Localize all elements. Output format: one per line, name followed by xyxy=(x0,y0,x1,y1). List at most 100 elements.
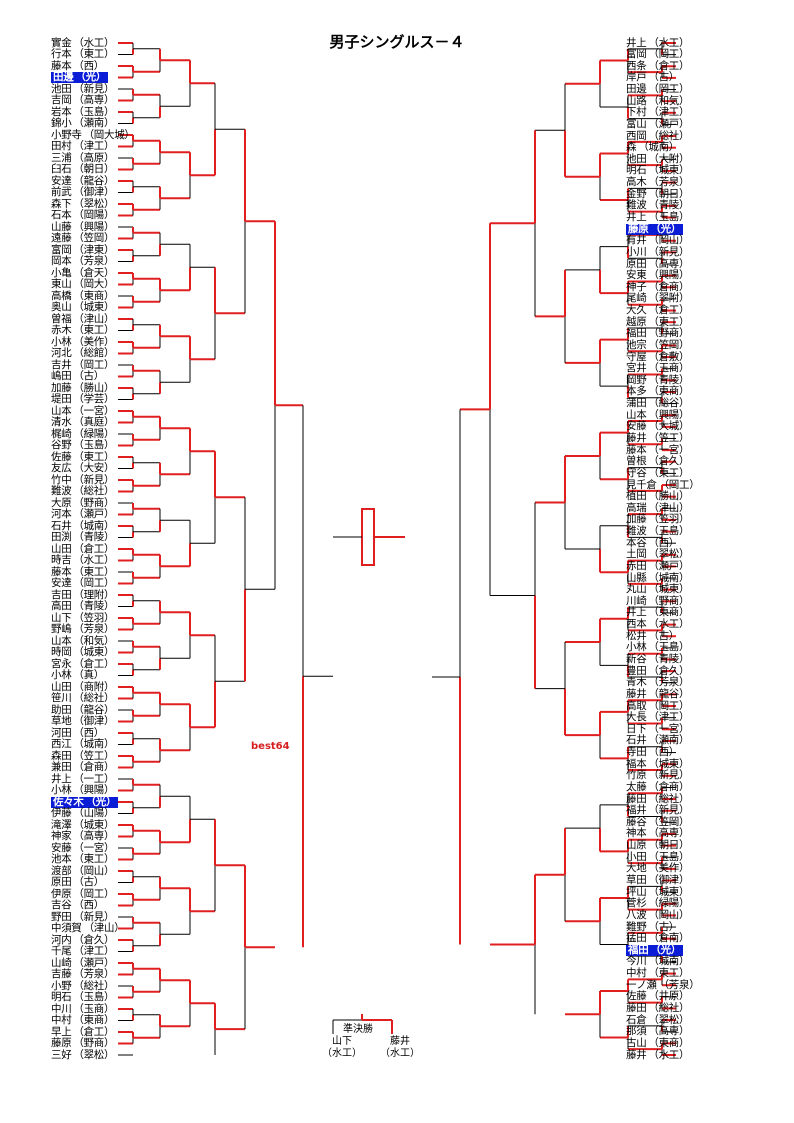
player-school: （東商） xyxy=(648,1036,690,1049)
left-player-label: 錦小 （瀬南） xyxy=(51,117,115,129)
player-name: 大長 xyxy=(626,711,647,724)
player-school: （新見） xyxy=(73,910,115,923)
right-player-label: 西岡 （総社） xyxy=(626,130,690,142)
player-school: （芳泉） xyxy=(73,968,115,980)
player-school: （御津） xyxy=(73,715,115,727)
player-name: 田邊 xyxy=(53,71,74,83)
player-school: （一宮） xyxy=(648,722,690,735)
player-name: 高瑞 xyxy=(626,501,647,514)
page-title: 男子シングルス－４ xyxy=(329,33,465,51)
right-player-label: 本谷 （西） xyxy=(626,537,679,549)
player-school: （一工） xyxy=(73,772,115,785)
player-name: 實金 xyxy=(51,36,72,49)
left-player-label: 東山 （岡大） xyxy=(51,279,115,290)
player-name: 曽福 xyxy=(51,312,72,325)
player-school: （岡工） xyxy=(648,83,690,96)
player-school: （青陵） xyxy=(73,531,115,543)
player-school: （光） xyxy=(85,795,117,808)
player-school: （玉島） xyxy=(73,105,115,118)
right-player-label: 大長 （津工） xyxy=(626,711,690,724)
right-player-label: 石倉 （翠松） xyxy=(626,1014,690,1026)
left-player-label: 吉田 （理附） xyxy=(51,589,115,601)
player-name: 行本 xyxy=(51,48,72,60)
right-player-label: 那須 （高専） xyxy=(626,1026,690,1037)
left-player-label: 三浦 （高原） xyxy=(51,152,115,164)
player-school: （青陵） xyxy=(648,653,690,665)
player-school: （笠工） xyxy=(648,431,690,444)
player-school: （瀬戸） xyxy=(73,508,115,520)
player-school: （倉工） xyxy=(73,1025,115,1038)
right-player-label: 太藤 （倉商） xyxy=(626,781,690,793)
player-school: （野商） xyxy=(73,496,115,509)
player-name: 草地 xyxy=(51,715,72,727)
player-school: （芳泉） xyxy=(73,623,115,635)
player-name: 伊原 xyxy=(51,887,72,900)
player-name: 清水 xyxy=(51,416,72,428)
player-school: （野商） xyxy=(648,327,690,340)
player-name: 中川 xyxy=(51,1002,72,1015)
player-school: （翠松） xyxy=(648,548,690,561)
player-name: 有井 xyxy=(626,234,647,247)
right-player-label: 今川 （城南） xyxy=(626,955,690,968)
player-name: 宮井 xyxy=(626,362,647,375)
player-school: （古） xyxy=(648,920,680,933)
player-name: 草田 xyxy=(626,874,647,887)
player-name: 藤井 xyxy=(626,431,647,444)
player-name: 前武 xyxy=(51,186,72,198)
player-name: 山下 xyxy=(51,611,72,624)
player-school: （水工） xyxy=(648,618,690,631)
player-school: （瀬戸） xyxy=(648,117,690,130)
player-school: （興陽） xyxy=(648,269,690,282)
left-player-label: 高田 （青陵） xyxy=(51,601,115,612)
player-school: （芳泉） xyxy=(73,255,115,267)
player-name: 小林 xyxy=(51,669,72,681)
player-school: （真庭） xyxy=(73,416,115,428)
player-school: （青陵） xyxy=(648,199,690,212)
player-name: 寺田 xyxy=(626,746,647,759)
right-player-label: 小川 （新見） xyxy=(626,246,690,258)
player-name: 佐藤 xyxy=(626,990,647,1003)
right-player-label: 藤本 （一宮） xyxy=(626,444,690,456)
player-school: （美作） xyxy=(73,335,115,348)
player-name: 菅杉 xyxy=(626,897,647,910)
player-school: （瀬南） xyxy=(73,117,115,129)
left-player-label: 前武 （御津） xyxy=(51,186,115,198)
player-school: （水工） xyxy=(73,554,115,566)
player-school: （城東） xyxy=(648,885,690,898)
left-player-label: 明石 （玉島） xyxy=(51,992,115,1003)
right-player-label: 西条 （倉工） xyxy=(626,60,690,72)
player-name: 藤原 xyxy=(51,1037,72,1049)
player-school: （総館） xyxy=(73,347,115,359)
right-player-label: 井上 （玉島） xyxy=(626,211,690,223)
left-player-label: 山田 （倉工） xyxy=(51,542,115,555)
player-school: （新見） xyxy=(648,804,690,817)
right-player-label: 中村 （東工） xyxy=(626,968,690,979)
player-name: 山田 xyxy=(51,542,72,555)
player-name: 山縣 xyxy=(626,571,647,584)
right-player-label: 尾崎 （翠附） xyxy=(626,293,690,304)
player-name: 今川 xyxy=(626,955,647,968)
player-name: 田村 xyxy=(51,140,72,152)
right-player-label: 一ノ瀬 （芳泉） xyxy=(626,979,700,991)
player-name: 下村 xyxy=(626,106,647,119)
right-player-label: 金野 （朝日） xyxy=(626,188,690,200)
left-player-label: 時岡 （城東） xyxy=(51,647,115,658)
player-school: （笠羽） xyxy=(73,611,115,624)
player-name: 岸戸 xyxy=(626,71,647,84)
player-name: 西本 xyxy=(626,618,647,631)
player-school: （龍谷） xyxy=(73,174,115,187)
player-name: 森下 xyxy=(51,197,72,210)
player-school: （倉久） xyxy=(648,664,690,677)
player-name: 安藤 xyxy=(51,841,72,854)
player-name: 加藤 xyxy=(626,513,647,526)
player-name: 日下 xyxy=(626,722,647,735)
left-player-label: 伊藤 （山陽） xyxy=(51,808,115,819)
player-name: 河田 xyxy=(51,726,72,739)
player-school: （笠岡） xyxy=(648,815,690,828)
player-school: （倉工） xyxy=(73,542,115,555)
player-school: （翠松） xyxy=(73,197,115,210)
player-name: 宮永 xyxy=(51,657,72,670)
player-name: 中村 xyxy=(51,1014,72,1026)
left-player-label: 森田 （笠工） xyxy=(51,750,115,762)
